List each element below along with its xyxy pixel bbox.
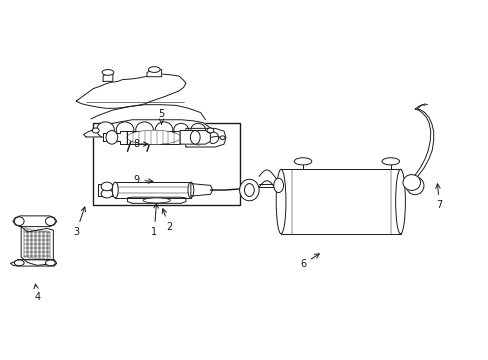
Ellipse shape xyxy=(395,169,405,234)
Text: 9: 9 xyxy=(133,175,153,185)
Text: 4: 4 xyxy=(34,284,40,302)
Polygon shape xyxy=(13,216,57,226)
Ellipse shape xyxy=(155,122,172,138)
Polygon shape xyxy=(10,260,57,266)
Ellipse shape xyxy=(173,123,188,136)
Ellipse shape xyxy=(239,179,259,201)
Ellipse shape xyxy=(381,158,399,165)
Ellipse shape xyxy=(127,130,180,144)
Ellipse shape xyxy=(406,177,423,195)
Polygon shape xyxy=(21,226,53,265)
Bar xyxy=(28,229,31,258)
Ellipse shape xyxy=(102,69,114,75)
Text: 8: 8 xyxy=(133,139,148,149)
Ellipse shape xyxy=(116,122,134,138)
Bar xyxy=(93,123,239,205)
Ellipse shape xyxy=(190,131,205,145)
Polygon shape xyxy=(103,72,113,81)
Ellipse shape xyxy=(101,182,113,191)
Bar xyxy=(36,230,39,259)
Text: 5: 5 xyxy=(158,109,164,124)
Ellipse shape xyxy=(14,260,24,266)
Ellipse shape xyxy=(101,189,113,198)
Polygon shape xyxy=(115,182,190,198)
Text: 6: 6 xyxy=(299,254,319,269)
Polygon shape xyxy=(147,69,161,77)
Ellipse shape xyxy=(276,169,285,234)
Ellipse shape xyxy=(206,132,218,143)
Ellipse shape xyxy=(220,136,224,139)
Polygon shape xyxy=(83,120,212,137)
Text: 3: 3 xyxy=(73,207,85,237)
Polygon shape xyxy=(190,184,212,196)
Ellipse shape xyxy=(112,182,118,198)
Bar xyxy=(281,169,400,234)
Ellipse shape xyxy=(148,67,160,72)
Ellipse shape xyxy=(45,217,55,226)
Ellipse shape xyxy=(190,131,200,144)
Bar xyxy=(24,228,27,257)
Polygon shape xyxy=(76,74,185,108)
Bar xyxy=(47,232,50,261)
Polygon shape xyxy=(127,197,185,203)
Ellipse shape xyxy=(273,178,283,193)
Text: 2: 2 xyxy=(162,209,172,231)
Ellipse shape xyxy=(402,175,420,190)
Ellipse shape xyxy=(187,182,193,198)
Ellipse shape xyxy=(97,122,114,138)
Ellipse shape xyxy=(143,198,170,203)
Polygon shape xyxy=(103,131,127,144)
Ellipse shape xyxy=(92,128,99,133)
Ellipse shape xyxy=(206,128,213,133)
Ellipse shape xyxy=(106,131,118,144)
Ellipse shape xyxy=(136,122,153,138)
Bar xyxy=(32,230,35,258)
Polygon shape xyxy=(98,184,115,196)
Polygon shape xyxy=(180,131,210,144)
Bar xyxy=(40,231,42,260)
Ellipse shape xyxy=(45,260,55,266)
Bar xyxy=(43,231,46,260)
Ellipse shape xyxy=(14,217,24,226)
Polygon shape xyxy=(183,129,225,147)
Text: 1: 1 xyxy=(151,203,158,237)
Ellipse shape xyxy=(190,123,205,136)
Text: 7: 7 xyxy=(435,184,442,210)
Ellipse shape xyxy=(294,158,311,165)
Ellipse shape xyxy=(244,184,254,197)
